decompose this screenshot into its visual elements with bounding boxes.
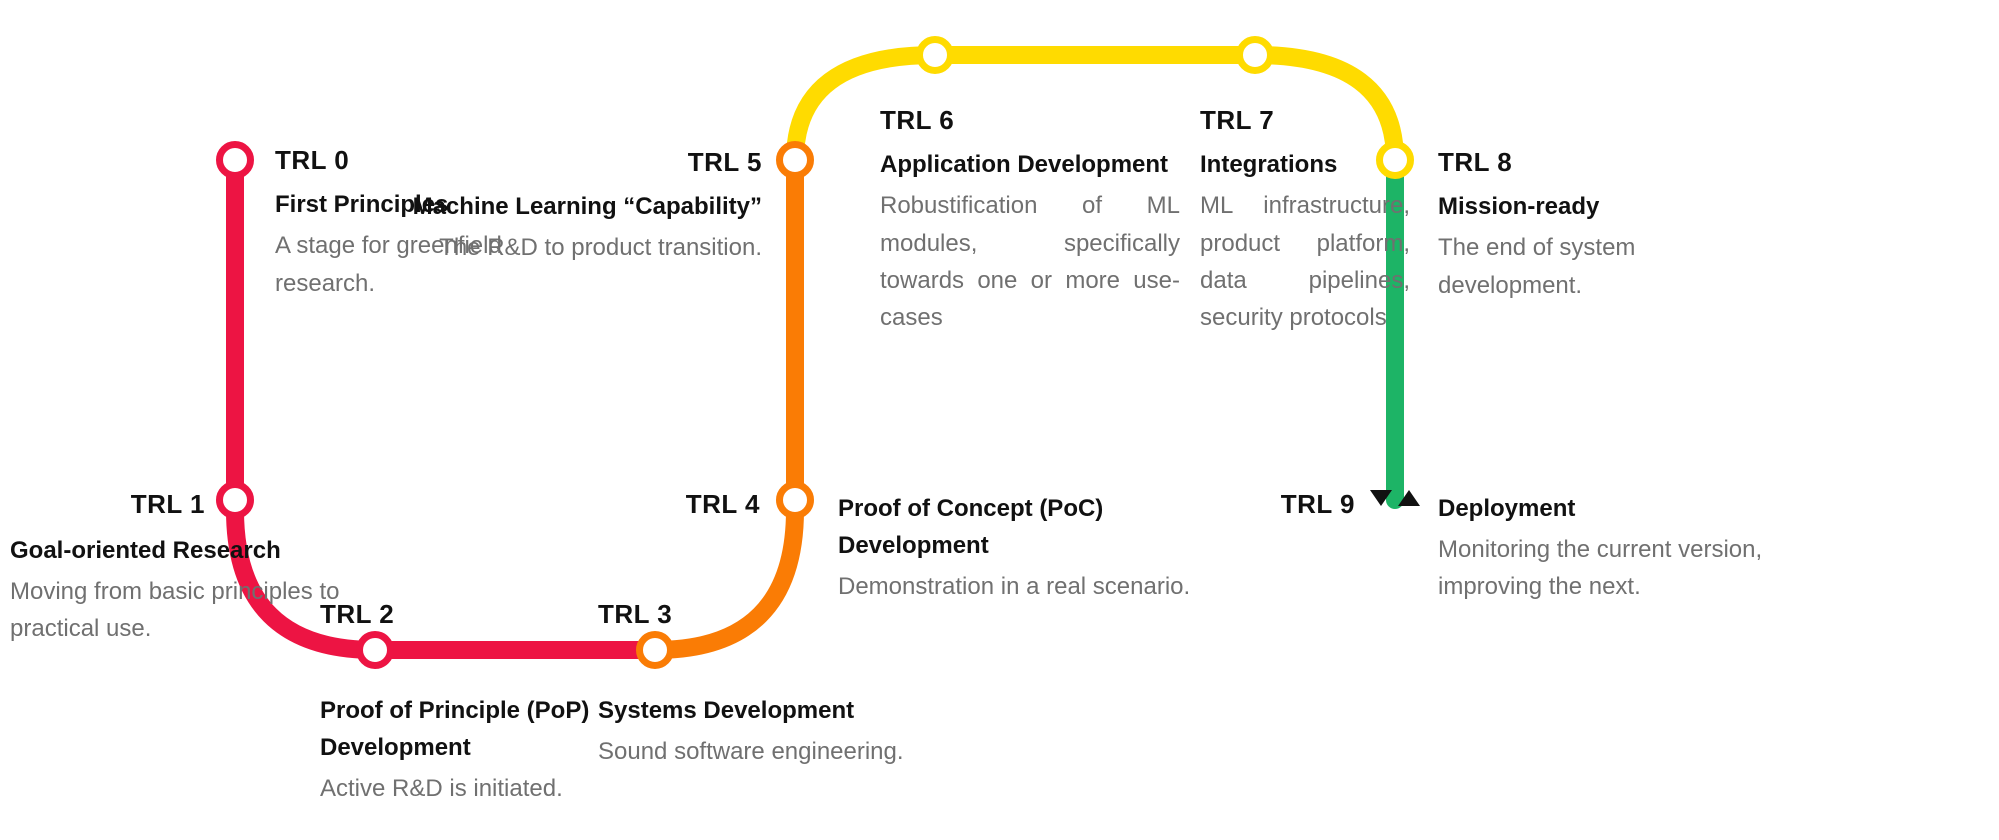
trl3-code: TRL 3 [598,594,672,634]
label-trl3-code: TRL 3 [598,594,672,634]
label-trl4-code: TRL 4 [480,484,760,524]
trl9-title: Deployment [1438,490,1778,527]
label-trl2-code: TRL 2 [320,594,394,634]
node-trl0 [216,141,254,179]
label-trl6: TRL 6 Application Development Robustific… [880,100,1180,336]
trl7-desc: ML infrastructure, product platform, dat… [1200,187,1410,336]
trl2-title: Proof of Principle (PoP) Development [320,692,640,766]
trl4-desc: Demonstration in a real scenario. [838,568,1258,605]
trl6-code: TRL 6 [880,100,1180,140]
node-trl3 [636,631,674,669]
trl1-desc: Moving from basic principles to practica… [10,573,340,647]
trl8-title: Mission-ready [1438,188,1738,225]
trl8-code: TRL 8 [1438,142,1738,182]
trl5-title: Machine Learning “Capability” [370,188,762,225]
trl3-title: Systems Development [598,692,958,729]
node-trl6 [916,36,954,74]
trl7-title: Integrations [1200,146,1410,183]
label-trl5-code: TRL 5 [480,142,762,182]
trl1-title: Goal-oriented Research [10,532,340,569]
trl2-desc: Active R&D is initiated. [320,770,640,807]
label-trl9-code: TRL 9 [1075,484,1355,524]
loop-arrow-down-icon [1370,490,1392,506]
trl8-desc: The end of system development. [1438,229,1738,303]
trl1-code: TRL 1 [0,484,205,524]
label-trl9-body: Deployment Monitoring the current versio… [1438,484,1778,606]
trl6-title: Application Development [880,146,1180,183]
label-trl3-body: Systems Development Sound software engin… [598,686,958,770]
trl6-desc: Robustification of ML modules, specifica… [880,187,1180,336]
trl5-desc: The R&D to product transition. [370,229,762,266]
label-trl1-body: Goal-oriented Research Moving from basic… [10,526,340,648]
label-trl7: TRL 7 Integrations ML infrastructure, pr… [1200,100,1410,336]
trl4-code: TRL 4 [480,484,760,524]
loop-arrow-up-icon [1398,490,1420,506]
trl-diagram: TRL 0 First Principles A stage for green… [0,0,1999,840]
label-trl5-body: Machine Learning “Capability” The R&D to… [370,182,762,266]
node-trl7 [1236,36,1274,74]
label-trl8: TRL 8 Mission-ready The end of system de… [1438,142,1738,304]
label-trl1-code: TRL 1 [0,484,205,524]
trl2-code: TRL 2 [320,594,394,634]
trl7-code: TRL 7 [1200,100,1410,140]
node-trl2 [356,631,394,669]
node-trl1 [216,481,254,519]
trl3-desc: Sound software engineering. [598,733,958,770]
node-trl5 [776,141,814,179]
trl9-code: TRL 9 [1075,484,1355,524]
node-trl4 [776,481,814,519]
trl5-code: TRL 5 [480,142,762,182]
trl9-desc: Monitoring the current version, improvin… [1438,531,1778,605]
label-trl2-body: Proof of Principle (PoP) Development Act… [320,686,640,808]
